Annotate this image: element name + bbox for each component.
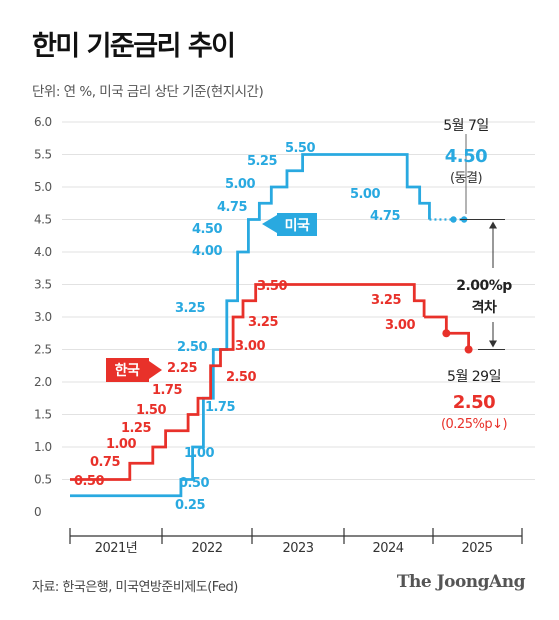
y-tick-label: 1.5 (34, 408, 52, 422)
gap-arrow-head (489, 221, 497, 229)
y-tick-label: 5.5 (34, 148, 52, 162)
x-tick-label: 2022 (191, 541, 222, 556)
data-label-kr: 3.25 (371, 293, 402, 308)
annotation-kr-value: 2.50 (453, 392, 495, 413)
point-kr (464, 345, 473, 354)
series-name-kr: 한국 (115, 363, 140, 379)
data-label-us: 4.50 (192, 222, 223, 237)
annotation-kr-date: 5월 29일 (447, 369, 501, 385)
data-label-us: 0.50 (179, 476, 210, 491)
annotation-gap-label: 격차 (472, 299, 497, 316)
x-tick-label: 2024 (372, 541, 403, 556)
gap-arrow-head (489, 340, 497, 348)
annotation-us-note: (동결) (450, 171, 482, 186)
annotation-gap-value: 2.00%p (456, 278, 512, 294)
data-label-kr: 3.50 (257, 279, 288, 294)
series-tag-kr (106, 358, 149, 382)
data-label-us: 5.50 (285, 141, 316, 156)
data-label-kr: 2.25 (167, 361, 198, 376)
data-label-us: 1.00 (184, 446, 215, 461)
annotation-us-date: 5월 7일 (443, 118, 489, 134)
data-label-us: 3.25 (175, 301, 206, 316)
chart-title: 한미 기준금리 추이 (32, 31, 236, 62)
data-label-us: 2.50 (177, 340, 208, 355)
y-tick-label: 1.0 (34, 440, 52, 454)
data-label-us: 4.00 (192, 244, 223, 259)
data-label-kr: 0.75 (90, 455, 121, 470)
annotation-us-value: 4.50 (445, 146, 487, 167)
data-label-kr: 1.75 (152, 383, 183, 398)
data-label-us: 5.00 (350, 187, 381, 202)
data-label-kr: 1.25 (121, 421, 152, 436)
publisher-logo: The JoongAng (396, 572, 526, 592)
series-tag-us (277, 213, 317, 236)
y-tick-label: 3.5 (34, 278, 52, 292)
data-label-kr: 1.50 (136, 403, 167, 418)
data-label-us: 4.75 (217, 200, 248, 215)
data-label-us: 1.75 (205, 400, 236, 415)
point-us (450, 216, 457, 223)
y-tick-label: 4.5 (34, 213, 52, 227)
x-tick-label: 2025 (461, 541, 492, 556)
y-tick-label: 0.5 (34, 473, 52, 487)
x-tick-label: 2021년 (95, 541, 138, 556)
data-label-kr: 1.00 (106, 437, 137, 452)
series-name-us: 미국 (285, 218, 310, 234)
y-tick-label: 5.0 (34, 180, 52, 194)
data-label-us: 4.75 (370, 209, 401, 224)
y-tick-label: 2.0 (34, 375, 52, 389)
series-line-us (70, 153, 431, 498)
unit-note: 단위: 연 %, 미국 금리 상단 기준(현지시간) (32, 84, 264, 100)
y-tick-label: 6.0 (34, 115, 52, 129)
annotation-kr-note: (0.25%p↓) (441, 417, 507, 432)
y-tick-label: 2.5 (34, 343, 52, 357)
data-label-us: 5.00 (225, 177, 256, 192)
data-label-kr: 2.50 (226, 370, 257, 385)
x-tick-label: 2023 (282, 541, 313, 556)
y-tick-label: 0 (34, 505, 41, 519)
data-label-kr: 3.00 (235, 339, 266, 354)
data-label-kr: 0.50 (74, 474, 105, 489)
y-tick-label: 4.0 (34, 245, 52, 259)
series-tag-kr-arrow (149, 361, 162, 379)
data-label-kr: 3.00 (385, 318, 416, 333)
series-line-kr (70, 283, 426, 481)
data-label-kr: 3.25 (248, 315, 279, 330)
data-label-us: 0.25 (175, 498, 206, 513)
series-tag-us-arrow (262, 215, 277, 233)
y-tick-label: 3.0 (34, 310, 52, 324)
data-label-us: 5.25 (247, 154, 278, 169)
point-kr (442, 329, 451, 338)
source-note: 자료: 한국은행, 미국연방준비제도(Fed) (32, 580, 238, 595)
